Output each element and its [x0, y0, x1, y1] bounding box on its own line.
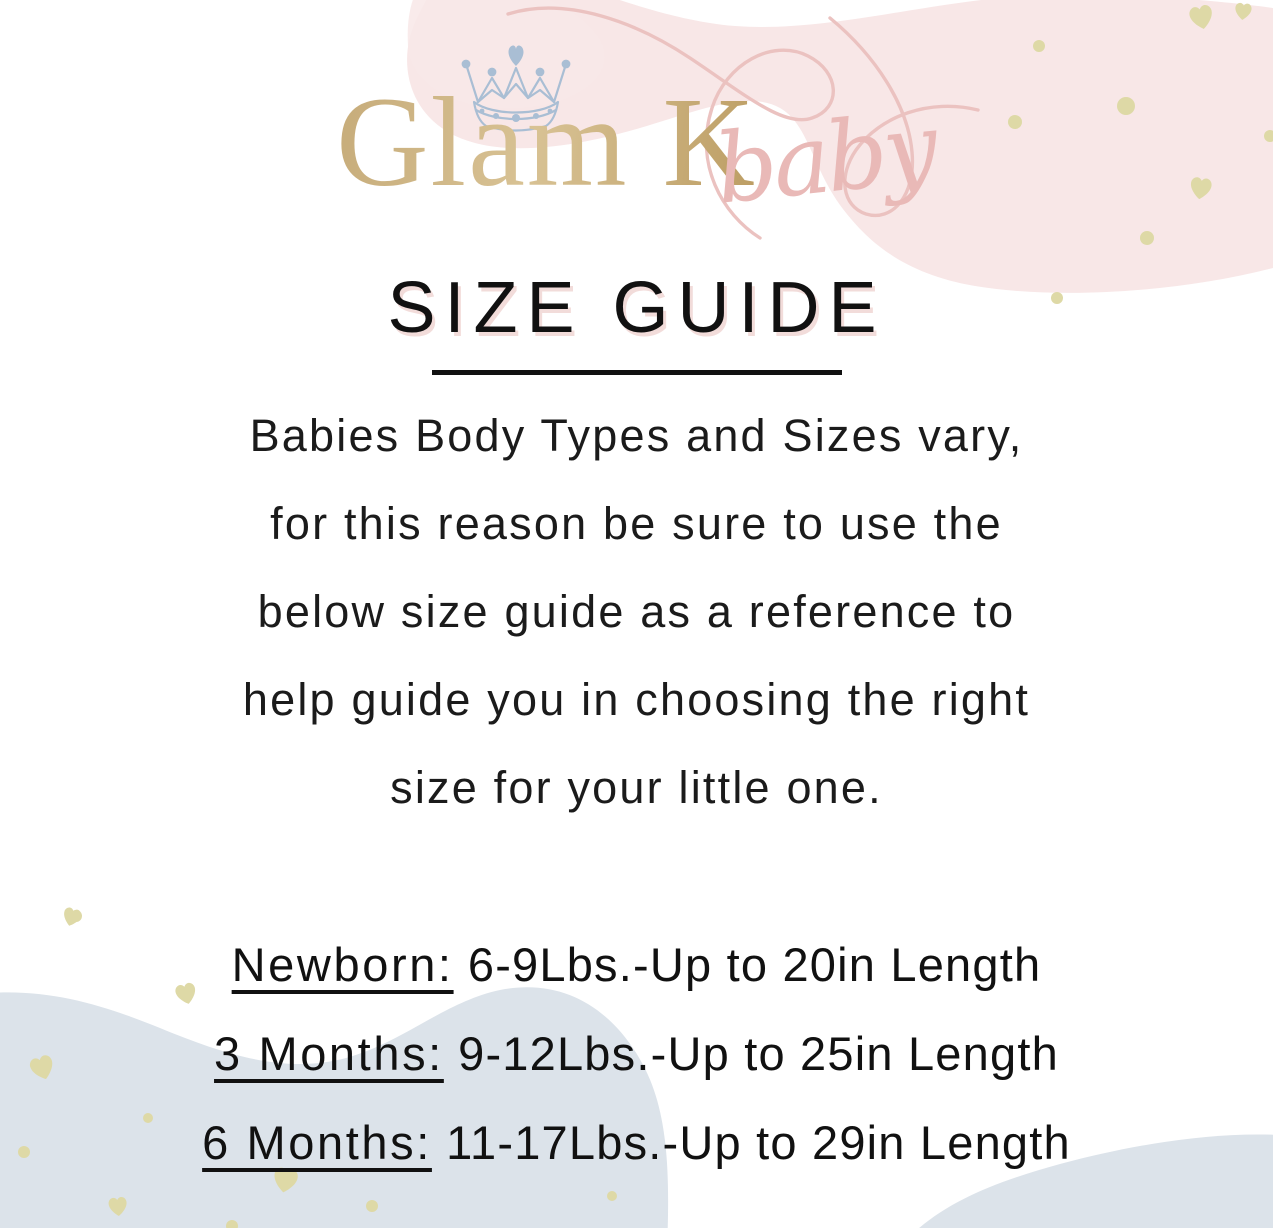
page-title-block: SIZE GUIDE: [0, 272, 1273, 375]
intro-line: size for your little one.: [390, 762, 883, 813]
size-label: Newborn:: [231, 938, 454, 991]
size-value: 9-12Lbs.-Up to 25in Length: [443, 1027, 1059, 1080]
size-row-6-months: 6 Months: 11-17Lbs.-Up to 29in Length: [0, 1098, 1273, 1187]
title-underline-rule: [431, 370, 842, 375]
size-row-3-months: 3 Months: 9-12Lbs.-Up to 25in Length: [0, 1009, 1273, 1098]
intro-line: below size guide as a reference to: [257, 586, 1016, 637]
intro-line: for this reason be sure to use the: [270, 498, 1003, 549]
brand-logo: Glam K baby: [0, 18, 1273, 248]
size-value: 6-9Lbs.-Up to 20in Length: [453, 938, 1042, 991]
size-list: Newborn: 6-9Lbs.-Up to 20in Length 3 Mon…: [0, 920, 1273, 1187]
dot-icon: [366, 1200, 378, 1212]
crown-icon: [461, 45, 571, 132]
size-label: 6 Months:: [202, 1116, 432, 1169]
brand-wordmark: Glam K: [0, 78, 1273, 206]
dot-icon: [226, 1220, 238, 1228]
brand-sub-script: baby: [710, 91, 940, 226]
intro-line: help guide you in choosing the right: [242, 674, 1031, 725]
page-title: SIZE GUIDE: [387, 268, 886, 348]
intro-paragraph: Babies Body Types and Sizes vary, for th…: [0, 392, 1273, 832]
dot-icon: [607, 1191, 617, 1201]
heart-icon: [108, 1197, 127, 1216]
size-label: 3 Months:: [214, 1027, 444, 1080]
intro-line: Babies Body Types and Sizes vary,: [249, 410, 1024, 461]
size-value: 11-17Lbs.-Up to 29in Length: [431, 1116, 1071, 1169]
size-row-newborn: Newborn: 6-9Lbs.-Up to 20in Length: [0, 920, 1273, 1009]
